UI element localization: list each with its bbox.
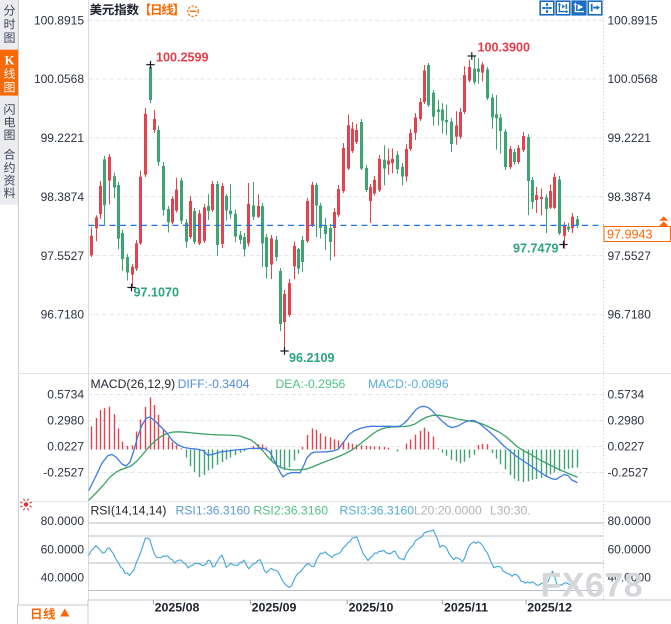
svg-text:98.3874: 98.3874	[41, 190, 85, 204]
svg-text:L20:20.0000: L20:20.0000	[414, 504, 482, 518]
svg-text:RSI1:36.3160: RSI1:36.3160	[176, 504, 251, 518]
svg-text:RSI(14,14,14): RSI(14,14,14)	[91, 504, 167, 518]
svg-text:-0.2527: -0.2527	[43, 466, 84, 480]
svg-text:2025/08: 2025/08	[155, 601, 200, 615]
svg-text:0.2980: 0.2980	[47, 414, 84, 428]
svg-text:-0.2527: -0.2527	[608, 466, 649, 480]
svg-text:60.0000: 60.0000	[41, 543, 85, 557]
svg-text:100.3900: 100.3900	[478, 41, 531, 55]
svg-text:K: K	[5, 54, 15, 68]
svg-text:2025/12: 2025/12	[527, 601, 572, 615]
svg-text:100.8915: 100.8915	[34, 13, 84, 27]
svg-text:98.3874: 98.3874	[608, 190, 652, 204]
svg-text:DEA:-0.2956: DEA:-0.2956	[276, 377, 346, 391]
svg-text:96.7180: 96.7180	[41, 308, 85, 322]
svg-text:L30:30.: L30:30.	[490, 504, 531, 518]
svg-text:100.0568: 100.0568	[608, 72, 658, 86]
svg-text:40.0000: 40.0000	[41, 571, 85, 585]
svg-text:80.0000: 80.0000	[41, 514, 85, 528]
svg-text:DIFF:-0.3404: DIFF:-0.3404	[178, 377, 250, 391]
svg-text:99.2221: 99.2221	[608, 131, 652, 145]
svg-text:100.0568: 100.0568	[34, 72, 84, 86]
svg-text:40.0000: 40.0000	[608, 571, 652, 585]
svg-text:100.2599: 100.2599	[156, 51, 209, 65]
svg-text:MACD:-0.0896: MACD:-0.0896	[368, 377, 449, 391]
svg-text:0.5734: 0.5734	[47, 388, 84, 402]
svg-text:97.5527: 97.5527	[41, 249, 85, 263]
svg-text:97.9943: 97.9943	[607, 228, 653, 242]
svg-text:FX678: FX678	[541, 567, 644, 605]
svg-text:2025/09: 2025/09	[252, 601, 297, 615]
svg-text:60.0000: 60.0000	[608, 543, 652, 557]
svg-text:RSI2:36.3160: RSI2:36.3160	[254, 504, 329, 518]
svg-text:0.0227: 0.0227	[608, 440, 645, 454]
svg-text:100.8915: 100.8915	[608, 13, 658, 27]
svg-text:99.2221: 99.2221	[41, 131, 85, 145]
svg-text:97.1070: 97.1070	[134, 286, 180, 300]
svg-text:96.2109: 96.2109	[289, 351, 335, 365]
svg-text:96.7180: 96.7180	[608, 308, 652, 322]
svg-text:MACD(26,12,9): MACD(26,12,9)	[91, 377, 176, 391]
svg-text:97.5527: 97.5527	[608, 249, 652, 263]
svg-text:0.2980: 0.2980	[608, 414, 645, 428]
svg-text:0.5734: 0.5734	[608, 388, 645, 402]
svg-text:80.0000: 80.0000	[608, 514, 652, 528]
svg-text:RSI3:36.3160: RSI3:36.3160	[340, 504, 415, 518]
svg-text:2025/10: 2025/10	[349, 601, 394, 615]
svg-text:97.7479: 97.7479	[513, 242, 559, 256]
svg-text:2025/11: 2025/11	[444, 601, 488, 615]
svg-text:0.0227: 0.0227	[47, 440, 84, 454]
